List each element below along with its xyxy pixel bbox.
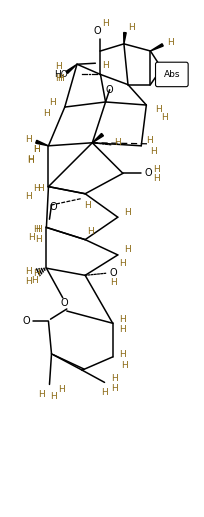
Text: H: H	[111, 384, 118, 393]
Text: H: H	[119, 258, 126, 268]
Text: H: H	[27, 155, 33, 163]
Polygon shape	[66, 64, 77, 73]
Text: H: H	[127, 23, 134, 32]
Text: Abs: Abs	[163, 70, 179, 79]
Text: H: H	[86, 227, 93, 236]
FancyBboxPatch shape	[155, 62, 187, 87]
Text: H: H	[102, 61, 108, 70]
Text: O: O	[22, 316, 30, 326]
Text: H: H	[119, 315, 126, 324]
Text: H: H	[55, 74, 62, 83]
Text: H: H	[167, 38, 173, 48]
Polygon shape	[35, 140, 48, 146]
Text: H: H	[83, 202, 90, 210]
Text: O: O	[105, 85, 113, 95]
Text: H: H	[49, 99, 56, 108]
Text: HO: HO	[54, 70, 68, 79]
Text: H: H	[145, 136, 152, 145]
Text: H: H	[119, 325, 126, 334]
Text: H: H	[57, 74, 64, 83]
Text: H: H	[24, 267, 31, 276]
Text: H: H	[121, 360, 128, 370]
Text: H: H	[28, 233, 34, 242]
Text: H: H	[31, 276, 37, 285]
Text: H: H	[124, 208, 131, 217]
Text: O: O	[93, 26, 101, 36]
Text: H: H	[38, 390, 44, 399]
Text: H: H	[55, 62, 62, 71]
Polygon shape	[123, 33, 126, 44]
Text: H: H	[33, 225, 39, 234]
Text: O: O	[109, 268, 117, 278]
Polygon shape	[92, 133, 103, 143]
Text: H: H	[33, 145, 39, 155]
Text: H: H	[35, 235, 41, 244]
Text: H: H	[33, 184, 39, 193]
Text: H: H	[33, 269, 39, 278]
Text: H: H	[119, 351, 126, 359]
Text: H: H	[24, 135, 31, 144]
Text: H: H	[58, 385, 65, 394]
Text: O: O	[144, 169, 151, 178]
Text: H: H	[114, 138, 121, 147]
Text: H: H	[149, 147, 156, 157]
Text: H: H	[33, 145, 39, 155]
Text: H: H	[110, 278, 116, 287]
Text: H: H	[37, 184, 43, 193]
Text: O: O	[61, 298, 68, 308]
Text: H: H	[24, 192, 31, 201]
Text: H: H	[111, 374, 118, 383]
Text: H: H	[27, 156, 33, 164]
Text: H: H	[50, 392, 57, 401]
Text: H: H	[102, 19, 108, 28]
Text: H: H	[161, 113, 167, 122]
Text: H: H	[101, 388, 107, 397]
Text: H: H	[35, 225, 41, 234]
Text: H: H	[152, 165, 159, 174]
Text: H: H	[124, 246, 131, 254]
Text: H: H	[43, 109, 50, 118]
Text: O: O	[50, 202, 57, 212]
Text: H: H	[152, 174, 159, 183]
Text: H: H	[154, 104, 161, 114]
Polygon shape	[150, 44, 162, 51]
Text: H: H	[24, 277, 31, 286]
